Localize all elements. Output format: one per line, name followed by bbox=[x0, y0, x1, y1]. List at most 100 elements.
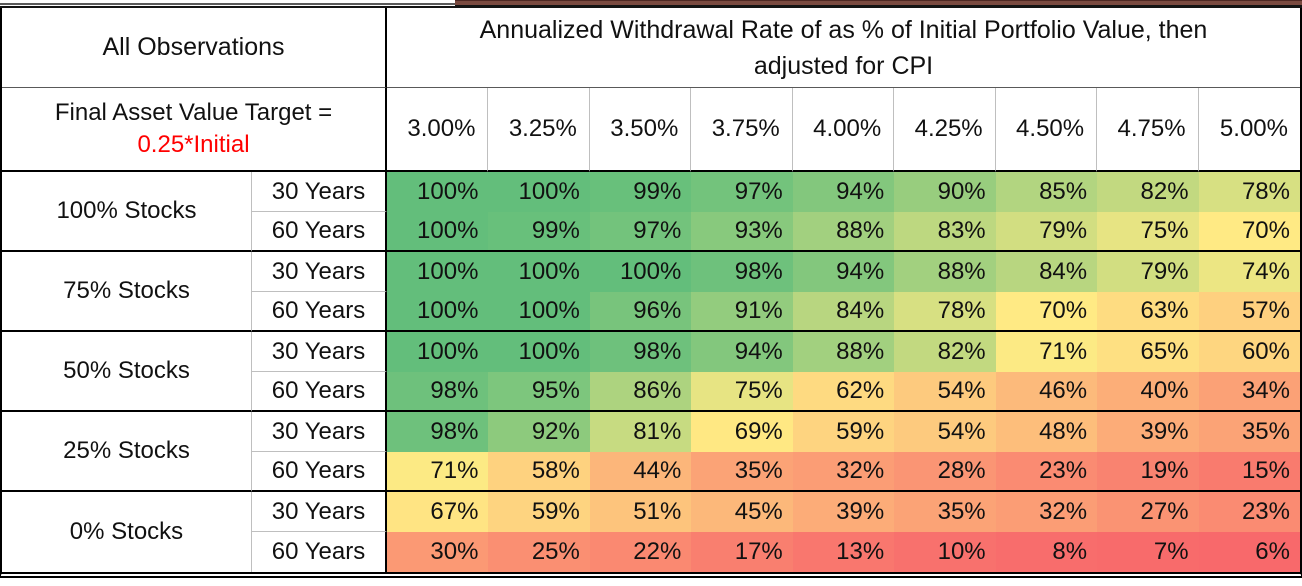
heatmap-cell: 40% bbox=[1097, 372, 1199, 412]
heatmap-cell: 97% bbox=[589, 212, 692, 252]
heatmap-cell: 46% bbox=[995, 372, 1098, 412]
heatmap-cell: 35% bbox=[691, 452, 793, 492]
withdrawal-rate-column-header: 4.25% bbox=[894, 88, 996, 172]
years-label: 60 Years bbox=[252, 532, 387, 572]
heatmap-cell: 54% bbox=[894, 412, 996, 452]
heatmap-cell: 25% bbox=[488, 532, 590, 572]
heatmap-cell: 10% bbox=[894, 532, 996, 572]
heatmap-cell: 79% bbox=[1097, 252, 1199, 292]
heatmap-cell: 75% bbox=[691, 372, 793, 412]
heatmap-grid: All Observations Annualized Withdrawal R… bbox=[0, 8, 1302, 578]
withdrawal-rate-column-header: 3.50% bbox=[589, 88, 692, 172]
heatmap-cell: 97% bbox=[691, 172, 793, 212]
heatmap-cell: 35% bbox=[1198, 412, 1300, 452]
cropped-cell-maroon bbox=[455, 0, 1302, 8]
heatmap-cell: 98% bbox=[387, 412, 489, 452]
heatmap-cell: 95% bbox=[488, 372, 590, 412]
table-title-line2: adjusted for CPI bbox=[753, 51, 934, 80]
heatmap-cell: 88% bbox=[894, 252, 996, 292]
heatmap-cell: 94% bbox=[792, 252, 895, 292]
heatmap-cell: 30% bbox=[387, 532, 489, 572]
heatmap-cell: 86% bbox=[589, 372, 692, 412]
years-label: 60 Years bbox=[252, 292, 387, 332]
heatmap-cell: 75% bbox=[1097, 212, 1199, 252]
heatmap-cell: 98% bbox=[387, 372, 489, 412]
heatmap-cell: 88% bbox=[792, 332, 895, 372]
heatmap-cell: 90% bbox=[894, 172, 996, 212]
heatmap-cell: 27% bbox=[1097, 492, 1199, 532]
heatmap-cell: 98% bbox=[589, 332, 692, 372]
heatmap-cell: 70% bbox=[995, 292, 1098, 332]
heatmap-cell: 23% bbox=[995, 452, 1098, 492]
heatmap-cell: 82% bbox=[894, 332, 996, 372]
heatmap-cell: 34% bbox=[1198, 372, 1300, 412]
heatmap-cell: 98% bbox=[691, 252, 793, 292]
all-observations-text: All Observations bbox=[102, 33, 285, 61]
heatmap-cell: 70% bbox=[1198, 212, 1300, 252]
heatmap-cell: 51% bbox=[589, 492, 692, 532]
heatmap-cell: 83% bbox=[894, 212, 996, 252]
heatmap-cell: 13% bbox=[792, 532, 895, 572]
table-title: Annualized Withdrawal Rate of as % of In… bbox=[387, 8, 1300, 88]
stock-mix-label: 25% Stocks bbox=[2, 412, 252, 492]
heatmap-cell: 8% bbox=[995, 532, 1098, 572]
heatmap-cell: 100% bbox=[387, 212, 489, 252]
heatmap-cell: 100% bbox=[488, 172, 590, 212]
years-label: 60 Years bbox=[252, 212, 387, 252]
stock-mix-label: 75% Stocks bbox=[2, 252, 252, 332]
years-label: 30 Years bbox=[252, 492, 387, 532]
years-label: 60 Years bbox=[252, 372, 387, 412]
heatmap-cell: 19% bbox=[1097, 452, 1199, 492]
withdrawal-rate-column-header: 4.75% bbox=[1097, 88, 1199, 172]
heatmap-cell: 93% bbox=[691, 212, 793, 252]
stock-mix-label: 0% Stocks bbox=[2, 492, 252, 572]
cropped-row-strip bbox=[0, 0, 1302, 8]
final-asset-value-note: Final Asset Value Target = 0.25*Initial bbox=[2, 88, 387, 172]
heatmap-cell: 58% bbox=[488, 452, 590, 492]
heatmap-cell: 99% bbox=[488, 212, 590, 252]
heatmap-cell: 79% bbox=[995, 212, 1098, 252]
heatmap-cell: 54% bbox=[894, 372, 996, 412]
heatmap-cell: 99% bbox=[589, 172, 692, 212]
heatmap-cell: 88% bbox=[792, 212, 895, 252]
heatmap-cell: 100% bbox=[387, 332, 489, 372]
heatmap-cell: 39% bbox=[792, 492, 895, 532]
heatmap-cell: 85% bbox=[995, 172, 1098, 212]
heatmap-cell: 71% bbox=[995, 332, 1098, 372]
all-observations-label: All Observations bbox=[2, 8, 387, 88]
heatmap-cell: 91% bbox=[691, 292, 793, 332]
heatmap-cell: 78% bbox=[1198, 172, 1300, 212]
heatmap-cell: 23% bbox=[1198, 492, 1300, 532]
cropped-cell-left bbox=[0, 0, 455, 8]
heatmap-cell: 59% bbox=[488, 492, 590, 532]
heatmap-cell: 94% bbox=[691, 332, 793, 372]
heatmap-cell: 74% bbox=[1198, 252, 1300, 292]
heatmap-cell: 82% bbox=[1097, 172, 1199, 212]
heatmap-cell: 67% bbox=[387, 492, 489, 532]
heatmap-cell: 28% bbox=[894, 452, 996, 492]
heatmap-cell: 39% bbox=[1097, 412, 1199, 452]
heatmap-cell: 100% bbox=[488, 332, 590, 372]
heatmap-cell: 84% bbox=[792, 292, 895, 332]
heatmap-cell: 62% bbox=[792, 372, 895, 412]
heatmap-cell: 32% bbox=[792, 452, 895, 492]
stock-mix-label: 100% Stocks bbox=[2, 172, 252, 252]
heatmap-cell: 63% bbox=[1097, 292, 1199, 332]
table-title-line1: Annualized Withdrawal Rate of as % of In… bbox=[479, 15, 1208, 44]
heatmap-cell: 100% bbox=[488, 252, 590, 292]
withdrawal-rate-column-header: 3.00% bbox=[387, 88, 489, 172]
years-label: 30 Years bbox=[252, 172, 387, 212]
heatmap-cell: 71% bbox=[387, 452, 489, 492]
final-asset-value-note-line2: 0.25*Initial bbox=[137, 131, 250, 158]
heatmap-cell: 7% bbox=[1097, 532, 1199, 572]
heatmap-cell: 100% bbox=[387, 252, 489, 292]
years-label: 30 Years bbox=[252, 412, 387, 452]
withdrawal-rate-column-header: 5.00% bbox=[1198, 88, 1300, 172]
heatmap-cell: 92% bbox=[488, 412, 590, 452]
heatmap-cell: 57% bbox=[1198, 292, 1300, 332]
heatmap-cell: 100% bbox=[488, 292, 590, 332]
heatmap-cell: 78% bbox=[894, 292, 996, 332]
heatmap-cell: 60% bbox=[1198, 332, 1300, 372]
heatmap-cell: 44% bbox=[589, 452, 692, 492]
